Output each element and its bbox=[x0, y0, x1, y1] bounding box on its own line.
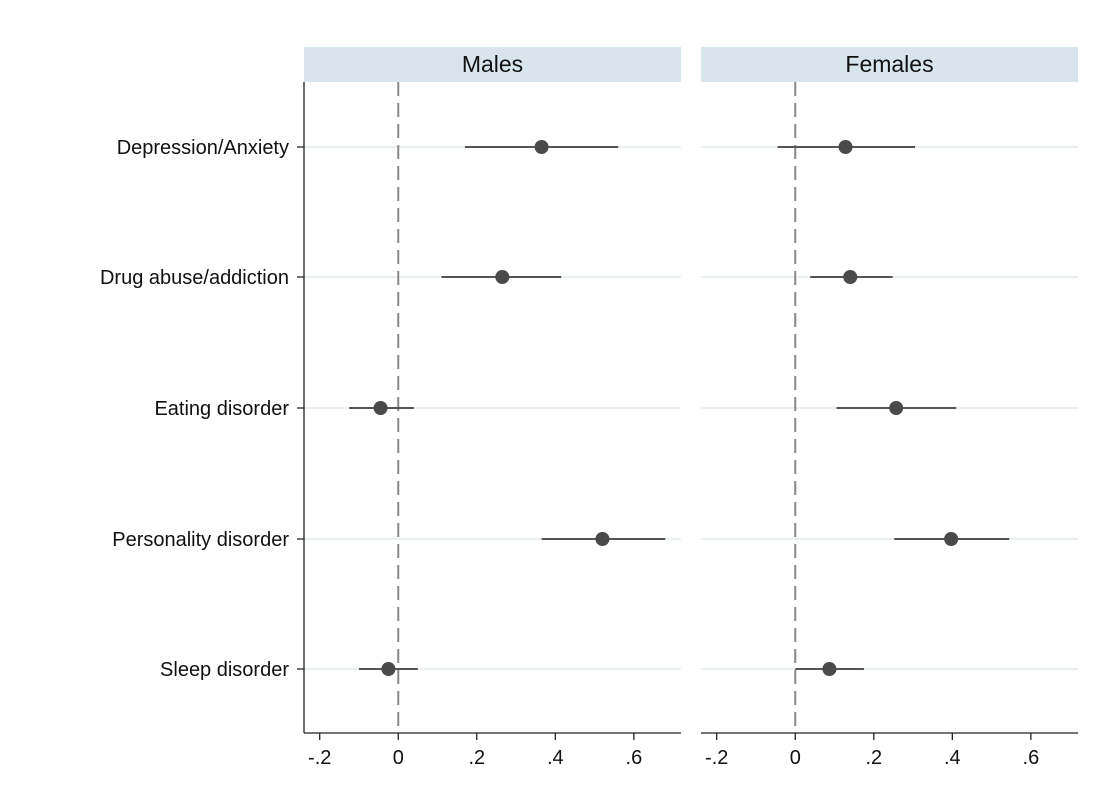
x-tick-label: .2 bbox=[865, 747, 882, 769]
point-eating-disorder bbox=[373, 401, 388, 415]
y-label-eating-disorder: Eating disorder bbox=[154, 398, 289, 420]
x-tick-label: .6 bbox=[626, 747, 643, 769]
y-label-drug-abuse-addiction: Drug abuse/addiction bbox=[100, 267, 289, 289]
panel-strip bbox=[701, 47, 1078, 82]
x-tick-label: -.2 bbox=[705, 747, 728, 769]
panel-title: Females bbox=[845, 51, 933, 77]
point-drug-abuse-addiction bbox=[495, 270, 510, 284]
x-tick-label: .4 bbox=[547, 747, 564, 769]
panel-title: Males bbox=[462, 51, 523, 77]
panel-females: Females -.2 0 .2 .4 .6 bbox=[701, 47, 1078, 769]
x-tick-label: .2 bbox=[468, 747, 485, 769]
point-eating-disorder bbox=[889, 401, 904, 415]
point-personality-disorder bbox=[595, 532, 610, 546]
x-tick-label: .6 bbox=[1023, 747, 1040, 769]
point-sleep-disorder bbox=[381, 662, 396, 676]
x-tick-label: 0 bbox=[393, 747, 404, 769]
point-depression-anxiety bbox=[838, 140, 853, 154]
y-label-personality-disorder: Personality disorder bbox=[112, 529, 289, 551]
y-axis-labels: Depression/Anxiety Drug abuse/addiction Ea… bbox=[100, 82, 305, 733]
y-label-sleep-disorder: Sleep disorder bbox=[160, 659, 289, 681]
x-tick-label: 0 bbox=[790, 747, 801, 769]
panel-males: Males -.2 0 .2 .4 .6 bbox=[304, 47, 681, 769]
x-tick-label: .4 bbox=[944, 747, 961, 769]
point-drug-abuse-addiction bbox=[843, 270, 858, 284]
panel-strip bbox=[304, 47, 681, 82]
point-sleep-disorder bbox=[822, 662, 837, 676]
point-depression-anxiety bbox=[534, 140, 549, 154]
x-tick-label: -.2 bbox=[308, 747, 331, 769]
y-label-depression-anxiety: Depression/Anxiety bbox=[117, 137, 289, 159]
point-personality-disorder bbox=[944, 532, 959, 546]
